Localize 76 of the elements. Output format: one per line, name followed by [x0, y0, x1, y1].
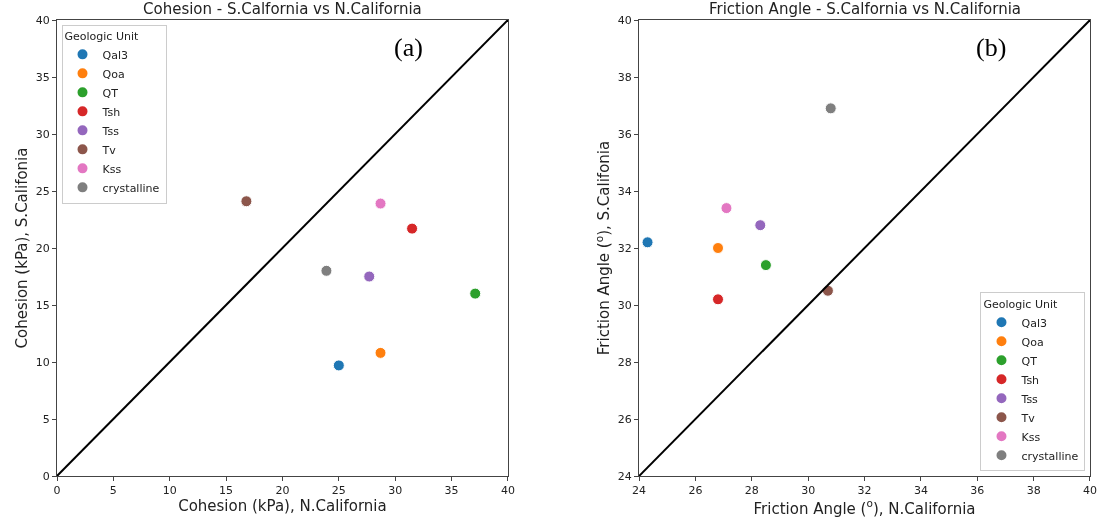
x-tick-label: 32 — [857, 484, 872, 498]
x-axis-title: Friction Angle ($^{o}$), N.California — [753, 497, 976, 518]
x-tick-label: 15 — [219, 484, 234, 498]
y-tick-label: 30 — [35, 127, 50, 141]
legend-label: Qal3 — [1021, 316, 1047, 330]
point — [641, 236, 654, 249]
point — [332, 359, 345, 372]
y-tick-label: 20 — [35, 241, 50, 255]
legend-label: Tsh — [101, 105, 121, 119]
legend-label: Qal3 — [102, 48, 128, 62]
legend-label: Qoa — [102, 67, 125, 81]
point — [374, 346, 387, 359]
y-tick-label: 5 — [42, 412, 50, 426]
x-tick-label: 35 — [444, 484, 459, 498]
legend-label: QT — [1021, 354, 1038, 368]
y-axis-title: Cohesion (kPa), S.Califonia — [12, 147, 31, 349]
legend-label: Kss — [102, 162, 122, 176]
y-tick-label: 34 — [617, 184, 632, 198]
x-tick-label: 10 — [162, 484, 177, 498]
x-tick-label: 5 — [109, 484, 117, 498]
x-axis-title: Cohesion (kPa), N.California — [178, 497, 387, 516]
legend-title: Geologic Unit — [983, 297, 1058, 311]
x-tick-label: 26 — [688, 484, 703, 498]
x-tick-label: 40 — [1083, 484, 1097, 498]
legend-label: crystalline — [102, 181, 160, 195]
point — [406, 222, 419, 235]
legend-label: Kss — [1021, 430, 1041, 444]
legend-label: Tv — [101, 143, 117, 157]
point — [240, 195, 253, 208]
y-tick-label: 26 — [617, 412, 632, 426]
x-tick-label: 28 — [744, 484, 759, 498]
annotation: (a) — [394, 33, 423, 62]
x-tick-label: 20 — [275, 484, 290, 498]
legend-label: Tss — [1020, 392, 1039, 406]
y-tick-label: 35 — [35, 70, 50, 84]
point — [374, 197, 387, 210]
point — [712, 293, 725, 306]
x-tick-label: 40 — [500, 484, 515, 498]
y-tick-label: 32 — [617, 241, 632, 255]
legend-label: Qoa — [1021, 335, 1044, 349]
x-tick-label: 25 — [331, 484, 346, 498]
y-tick-label: 15 — [35, 298, 50, 312]
point — [754, 219, 767, 232]
point — [363, 270, 376, 283]
y-tick-label: 25 — [35, 184, 50, 198]
legend-label: QT — [102, 86, 119, 100]
x-tick-label: 34 — [913, 484, 928, 498]
y-tick-label: 40 — [617, 13, 632, 27]
x-tick-label: 24 — [632, 484, 647, 498]
annotation: (b) — [976, 33, 1007, 62]
chart-title: Cohesion - S.Calfornia vs N.California — [143, 0, 422, 18]
x-tick-label: 30 — [801, 484, 816, 498]
x-tick-label: 38 — [1026, 484, 1041, 498]
legend-label: Tss — [101, 124, 120, 138]
y-tick-label: 24 — [617, 469, 632, 483]
y-tick-label: 28 — [617, 355, 632, 369]
point — [469, 287, 482, 300]
y-tick-label: 38 — [617, 70, 632, 84]
x-tick-label: 36 — [970, 484, 985, 498]
point — [824, 102, 837, 115]
legend-label: Tsh — [1020, 373, 1040, 387]
y-tick-label: 0 — [42, 469, 50, 483]
point — [320, 264, 333, 277]
legend-title: Geologic Unit — [64, 29, 139, 43]
point — [720, 202, 733, 215]
chart-title: Friction Angle - S.Calfornia vs N.California — [709, 0, 1022, 18]
legend-label: crystalline — [1021, 449, 1079, 463]
legend-label: Tv — [1020, 411, 1036, 425]
y-tick-label: 30 — [617, 298, 632, 312]
y-tick-label: 36 — [617, 127, 632, 141]
x-tick-label: 0 — [53, 484, 61, 498]
x-tick-label: 30 — [388, 484, 403, 498]
point — [759, 259, 772, 272]
y-tick-label: 10 — [35, 355, 50, 369]
y-tick-label: 40 — [35, 13, 50, 27]
point — [712, 242, 725, 254]
